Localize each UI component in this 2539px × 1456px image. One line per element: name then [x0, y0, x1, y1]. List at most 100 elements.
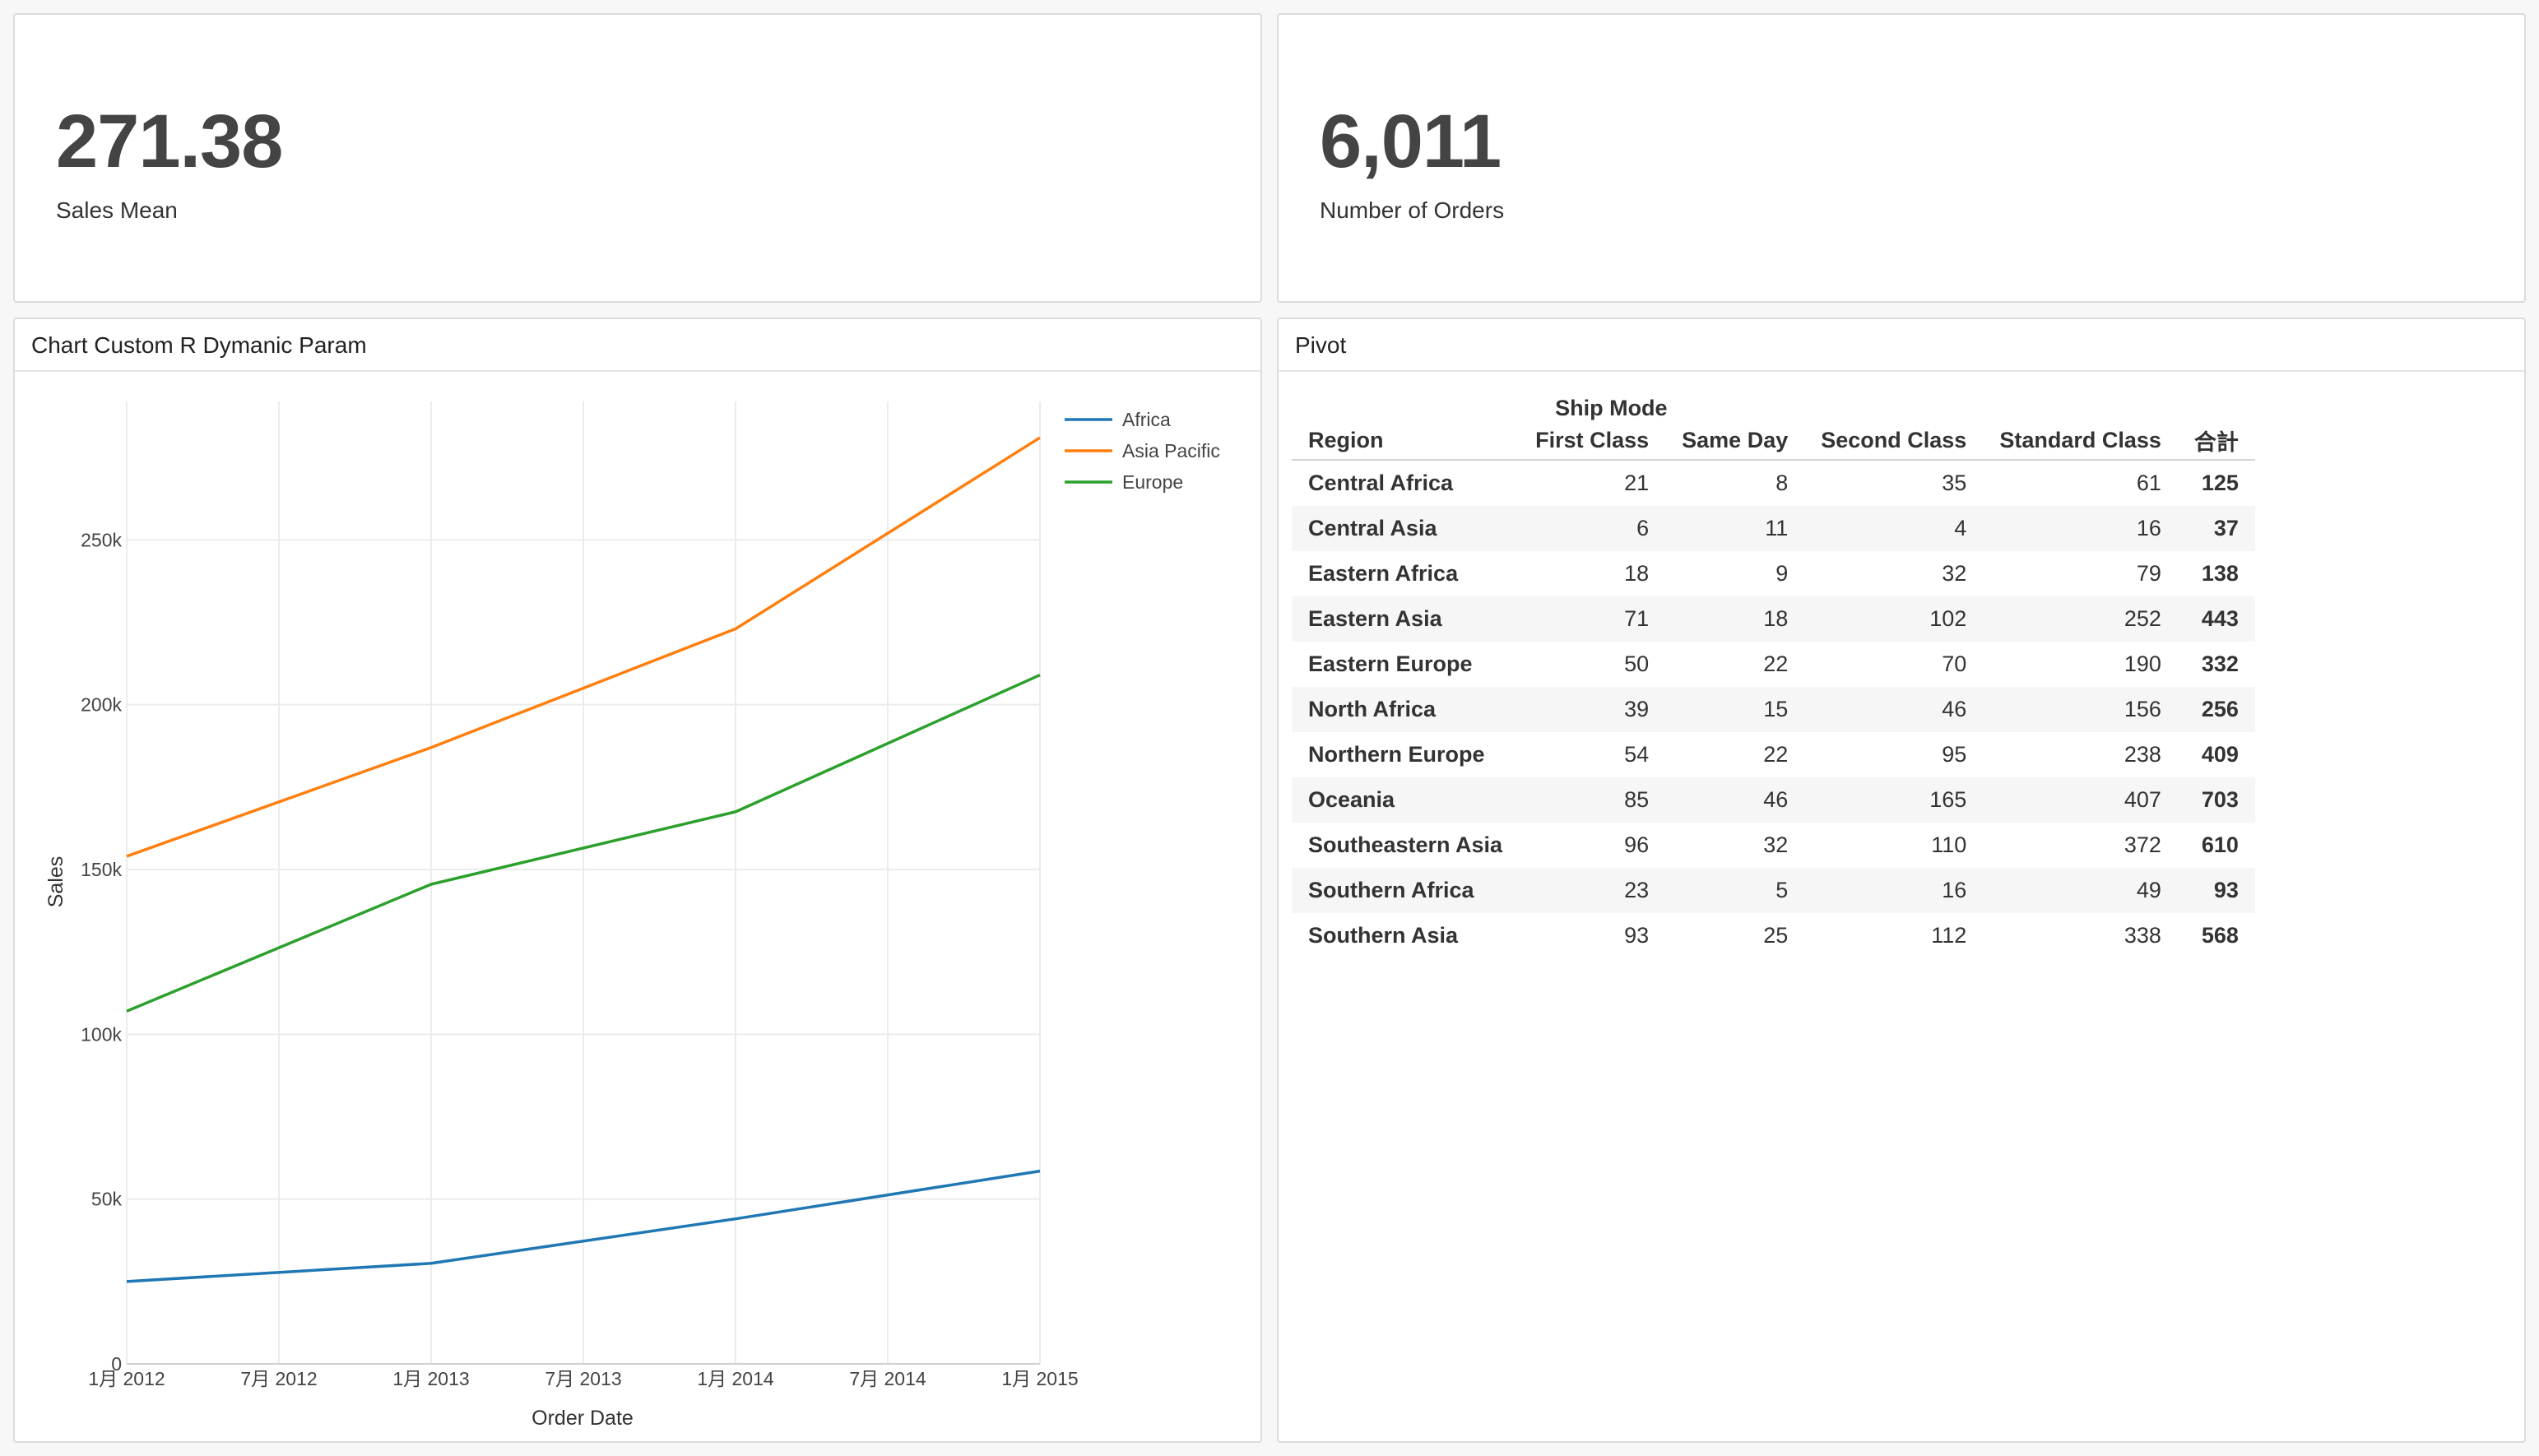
- pivot-total-cell: 443: [2201, 606, 2239, 631]
- pivot-cell: 338: [2124, 923, 2161, 948]
- pivot-row-label: Central Asia: [1308, 516, 1437, 540]
- pivot-total-cell: 125: [2201, 471, 2239, 495]
- pivot-cell: 50: [1624, 651, 1650, 676]
- table-row: Southern Africa 23 5 16 49 93: [1292, 868, 2255, 913]
- pivot-cell: 407: [2124, 787, 2161, 812]
- pivot-row-label: Southeastern Asia: [1308, 832, 1503, 857]
- x-tick-label: 1月 2015: [1001, 1368, 1078, 1389]
- kpi-label: Sales Mean: [56, 197, 178, 223]
- table-row: Oceania 85 46 165 407 703: [1292, 777, 2255, 823]
- pivot-cell: 18: [1763, 606, 1789, 631]
- pivot-cell: 85: [1624, 787, 1650, 812]
- pivot-cell: 39: [1624, 697, 1650, 721]
- pivot-cell: 238: [2124, 742, 2161, 767]
- table-row: Central Asia 6 11 4 16 37: [1292, 506, 2255, 551]
- pivot-total-cell: 256: [2201, 697, 2239, 721]
- pivot-column-header[interactable]: Same Day: [1665, 421, 1805, 461]
- panel-title: Pivot: [1279, 319, 2524, 372]
- pivot-cell: 15: [1763, 697, 1789, 721]
- pivot-row-label: North Africa: [1308, 697, 1437, 721]
- pivot-cell: 4: [1954, 516, 1967, 540]
- pivot-cell: 22: [1763, 742, 1789, 767]
- pivot-group-header: Ship Mode: [1555, 396, 1668, 420]
- pivot-total-cell: 703: [2201, 787, 2239, 812]
- y-tick-label: 200k: [81, 694, 122, 716]
- pivot-row-label: Northern Europe: [1308, 742, 1485, 767]
- legend-label: Africa: [1122, 409, 1171, 430]
- series-line-asia-pacific: [126, 436, 1041, 858]
- legend-label: Europe: [1122, 471, 1183, 493]
- pivot-row-header[interactable]: Region: [1292, 421, 1520, 461]
- x-tick-label: 7月 2014: [849, 1368, 926, 1389]
- kpi-card-sales-mean: 271.38 Sales Mean: [13, 13, 1262, 303]
- pivot-row-label: Eastern Africa: [1308, 561, 1459, 586]
- table-row: Southeastern Asia 96 32 110 372 610: [1292, 823, 2255, 868]
- pivot-cell: 61: [2136, 471, 2161, 495]
- pivot-table: Ship Mode Region First Class Same Day Se…: [1292, 382, 2255, 958]
- pivot-cell: 112: [1931, 923, 1967, 948]
- line-chart[interactable]: 1月 2012 7月 2012 1月 2013 7月 2013 1月 2014 7月 20…: [15, 372, 1260, 1441]
- kpi-value: 271.38: [56, 100, 283, 183]
- pivot-column-header[interactable]: Second Class: [1804, 421, 1984, 461]
- pivot-cell: 165: [1929, 787, 1967, 812]
- pivot-total-cell: 568: [2201, 923, 2239, 948]
- pivot-total-cell: 93: [2213, 878, 2239, 902]
- pivot-cell: 6: [1636, 516, 1650, 540]
- table-row: Central Africa 21 8 35 61 125: [1292, 460, 2255, 506]
- pivot-cell: 22: [1763, 651, 1789, 676]
- pivot-cell: 18: [1624, 561, 1650, 586]
- table-row: Eastern Africa 18 9 32 79 138: [1292, 551, 2255, 596]
- x-tick-label: 1月 2014: [697, 1368, 774, 1389]
- pivot-cell: 93: [1624, 923, 1650, 948]
- pivot-panel: Pivot Ship Mode Region First Class Same …: [1277, 318, 2526, 1443]
- pivot-cell: 16: [1942, 878, 1967, 902]
- pivot-cell: 252: [2124, 606, 2161, 631]
- x-tick-label: 7月 2013: [545, 1368, 621, 1389]
- y-tick-label: 250k: [81, 529, 122, 550]
- pivot-cell: 8: [1775, 471, 1789, 495]
- table-row: Northern Europe 54 22 95 238 409: [1292, 732, 2255, 777]
- y-tick-label: 0: [111, 1353, 122, 1375]
- pivot-total-cell: 409: [2201, 742, 2239, 767]
- x-tick-label: 7月 2012: [240, 1368, 317, 1389]
- pivot-column-header[interactable]: Standard Class: [1983, 421, 2178, 461]
- chart-panel: Chart Custom R Dymanic Param 1月 2012 7月 2…: [13, 318, 1262, 1443]
- panel-title: Chart Custom R Dymanic Param: [15, 319, 1260, 372]
- pivot-cell: 23: [1624, 878, 1650, 902]
- pivot-cell: 190: [2124, 651, 2161, 676]
- pivot-column-header[interactable]: First Class: [1519, 421, 1666, 461]
- y-tick-label: 100k: [81, 1023, 122, 1045]
- pivot-cell: 54: [1624, 742, 1650, 767]
- table-row: Eastern Europe 50 22 70 190 332: [1292, 642, 2255, 687]
- table-row: Eastern Asia 71 18 102 252 443: [1292, 596, 2255, 642]
- x-tick-label: 1月 2013: [392, 1368, 469, 1389]
- pivot-cell: 70: [1942, 651, 1967, 676]
- pivot-cell: 96: [1624, 832, 1650, 857]
- pivot-total-header[interactable]: 合計: [2177, 421, 2255, 461]
- y-tick-label: 50k: [91, 1189, 123, 1210]
- x-axis-title: Order Date: [531, 1407, 634, 1430]
- pivot-cell: 79: [2136, 561, 2161, 586]
- pivot-cell: 21: [1624, 471, 1650, 495]
- pivot-cell: 5: [1775, 878, 1789, 902]
- kpi-value: 6,011: [1320, 100, 1502, 183]
- pivot-cell: 46: [1942, 697, 1967, 721]
- pivot-row-label: Oceania: [1308, 787, 1395, 812]
- pivot-row-label: Southern Asia: [1308, 923, 1459, 948]
- y-axis-title: Sales: [44, 856, 67, 908]
- legend-label: Asia Pacific: [1122, 440, 1220, 461]
- pivot-total-cell: 138: [2201, 561, 2239, 586]
- pivot-cell: 9: [1775, 561, 1789, 586]
- pivot-row-label: Central Africa: [1308, 471, 1454, 495]
- pivot-cell: 11: [1765, 516, 1789, 540]
- pivot-cell: 25: [1763, 923, 1789, 948]
- series-line-africa: [126, 1169, 1041, 1283]
- series-line-europe: [126, 673, 1041, 1013]
- kpi-card-number-of-orders: 6,011 Number of Orders: [1277, 13, 2526, 303]
- pivot-total-cell: 610: [2201, 832, 2239, 857]
- table-row: North Africa 39 15 46 156 256: [1292, 687, 2255, 732]
- pivot-cell: 49: [2136, 878, 2161, 902]
- pivot-cell: 110: [1931, 832, 1967, 857]
- y-tick-label: 150k: [81, 859, 122, 880]
- pivot-cell: 32: [1763, 832, 1789, 857]
